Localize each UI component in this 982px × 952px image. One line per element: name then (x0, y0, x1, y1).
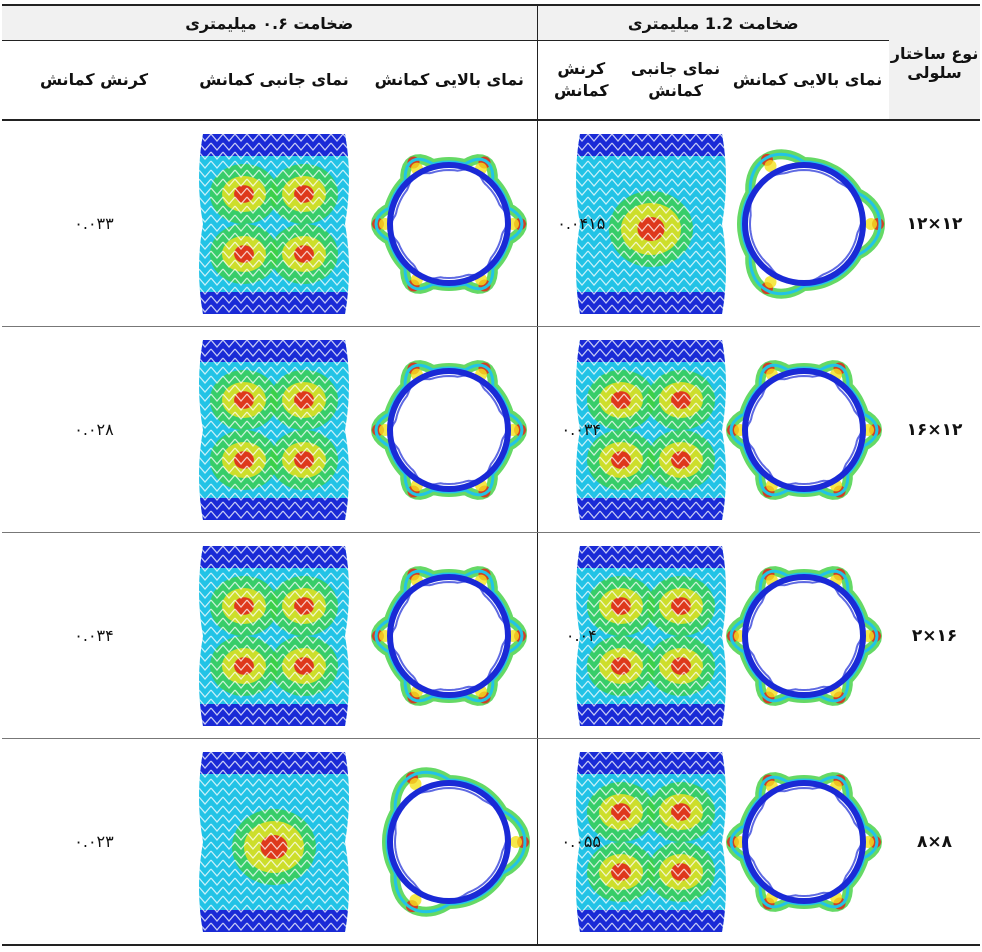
header-side-view-1: نمای جانبی کمانش (625, 40, 727, 121)
table-row: ۸×۸ ۰.۰۵۵ (2, 738, 981, 946)
cell-top-view-1-2 (725, 738, 890, 946)
cell-side-view-1-2 (576, 532, 727, 739)
table-row: ۱۲×۱۲ ۰.۰۴۱۵ (2, 120, 981, 327)
cell-side-view-1-2 (576, 326, 727, 533)
top-view-image-1-2 (725, 771, 883, 912)
cell-strain-0-6: ۰.۰۳۳ (2, 120, 187, 327)
side-view-image-0-6-r3 (199, 751, 350, 932)
top-view-image-0-6 (382, 766, 531, 917)
cell-side-view-0-6 (186, 326, 363, 533)
buckling-results-table: نوع ساختار سلولی ضخامت 1.2 میلیمتری ضخام… (2, 4, 981, 946)
cell-side-view-1-2 (576, 738, 727, 946)
header-top-view-1: نمای بالایی کمانش (726, 40, 890, 121)
cell-type: ۱۶×۲ (889, 532, 981, 739)
cell-type: ۱۲×۱۶ (889, 326, 981, 533)
side-view-image-0-6-r1 (199, 339, 350, 520)
cell-top-view-0-6 (362, 120, 538, 327)
cell-strain-0-6: ۰.۰۲۸ (2, 326, 187, 533)
side-view-image-1-2-r2 (576, 545, 727, 726)
cell-strain-0-6: ۰.۰۳۴ (2, 532, 187, 739)
table-row: ۱۶×۲ ۰.۰۴ (2, 532, 981, 739)
cell-top-view-1-2 (725, 326, 890, 533)
top-view-image-0-6 (371, 153, 528, 294)
header-group-thickness-0-6: ضخامت ۰.۶ میلیمتری (2, 4, 538, 41)
cell-top-view-1-2 (725, 532, 890, 739)
side-view-image-0-6-r0 (199, 133, 350, 314)
side-view-image-0-6-r2 (199, 545, 350, 726)
header-side-view-2: نمای جانبی کمانش (186, 40, 363, 121)
cell-side-view-1-2 (576, 120, 727, 327)
cell-side-view-0-6 (186, 532, 363, 739)
header-group-thickness-1-2: ضخامت 1.2 میلیمتری (536, 4, 890, 41)
header-top-view-2: نمای بالایی کمانش (362, 40, 538, 121)
cell-side-view-0-6 (186, 738, 363, 946)
cell-top-view-1-2 (726, 120, 890, 327)
header-type: نوع ساختار سلولی (889, 4, 981, 121)
header-strain-2: کرنش کمانش (2, 40, 187, 121)
cell-top-view-0-6 (362, 326, 538, 533)
top-view-image-0-6 (371, 565, 528, 706)
top-view-image-1-2 (725, 565, 883, 706)
header-strain-1: کرنش کمانش (536, 40, 626, 121)
side-view-image-1-2-r3 (576, 751, 727, 932)
cell-type: ۸×۸ (889, 738, 981, 946)
cell-top-view-0-6 (362, 532, 538, 739)
table-row: ۱۲×۱۶ ۰.۰۳۴ (2, 326, 981, 533)
top-view-image-1-2 (725, 359, 883, 500)
top-view-image-1-2 (737, 148, 886, 299)
cell-type: ۱۲×۱۲ (889, 120, 981, 327)
cell-top-view-0-6 (362, 738, 538, 946)
side-view-image-1-2-r1 (576, 339, 727, 520)
cell-strain-0-6: ۰.۰۲۳ (2, 738, 187, 946)
cell-side-view-0-6 (186, 120, 363, 327)
top-view-image-0-6 (371, 359, 528, 500)
header-type-label: نوع ساختار سلولی (890, 43, 979, 82)
